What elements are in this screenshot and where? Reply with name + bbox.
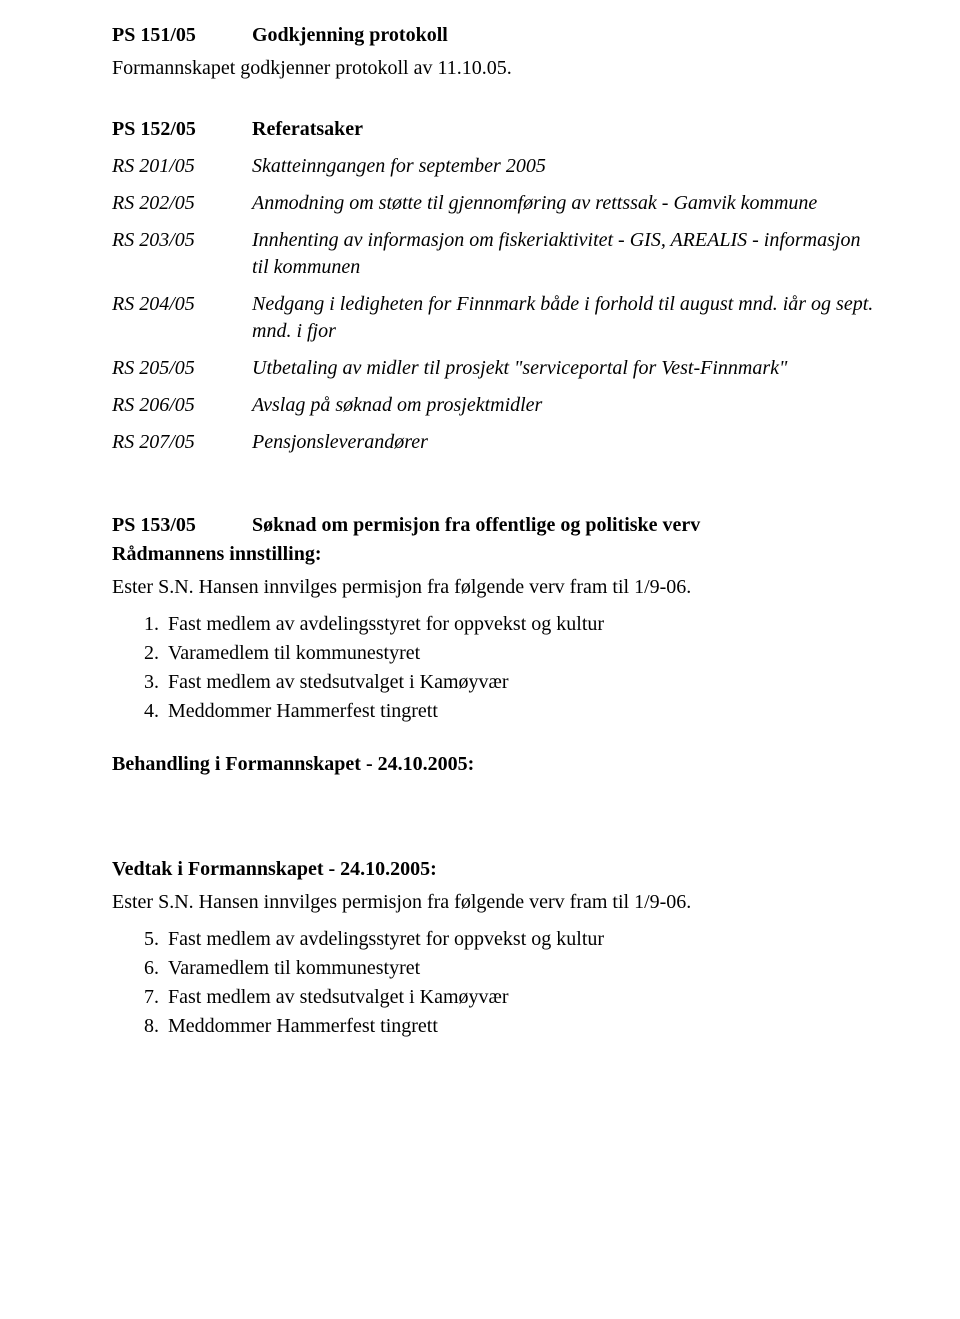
numbered-list: Fast medlem av avdelingsstyret for oppve… <box>112 611 882 725</box>
section-151-header: PS 151/05 Godkjenning protokoll <box>112 22 882 49</box>
reference-code: RS 203/05 <box>112 227 252 281</box>
reference-row: RS 203/05 Innhenting av informasjon om f… <box>112 227 882 281</box>
reference-row: RS 201/05 Skatteinngangen for september … <box>112 153 882 180</box>
list-item: Fast medlem av stedsutvalget i Kamøyvær <box>164 984 882 1011</box>
reference-row: RS 207/05 Pensjonsleverandører <box>112 429 882 456</box>
section-title: Søknad om permisjon fra offentlige og po… <box>252 512 700 539</box>
list-item: Meddommer Hammerfest tingrett <box>164 698 882 725</box>
section-title: Referatsaker <box>252 116 363 143</box>
section-title: Godkjenning protokoll <box>252 22 448 49</box>
list-item: Varamedlem til kommunestyret <box>164 640 882 667</box>
reference-code: RS 207/05 <box>112 429 252 456</box>
list-item: Fast medlem av avdelingsstyret for oppve… <box>164 926 882 953</box>
section-151-body: Formannskapet godkjenner protokoll av 11… <box>112 55 882 82</box>
subheading-behandling: Behandling i Formannskapet - 24.10.2005: <box>112 751 882 778</box>
reference-text: Anmodning om støtte til gjennomføring av… <box>252 190 882 217</box>
reference-text: Innhenting av informasjon om fiskeriakti… <box>252 227 882 281</box>
section-code: PS 152/05 <box>112 116 252 143</box>
reference-row: RS 206/05 Avslag på søknad om prosjektmi… <box>112 392 882 419</box>
section-code: PS 151/05 <box>112 22 252 49</box>
paragraph: Ester S.N. Hansen innvilges permisjon fr… <box>112 574 882 601</box>
section-153-header: PS 153/05 Søknad om permisjon fra offent… <box>112 512 882 539</box>
reference-code: RS 204/05 <box>112 291 252 345</box>
paragraph: Ester S.N. Hansen innvilges permisjon fr… <box>112 889 882 916</box>
reference-row: RS 205/05 Utbetaling av midler til prosj… <box>112 355 882 382</box>
reference-code: RS 205/05 <box>112 355 252 382</box>
reference-text: Skatteinngangen for september 2005 <box>252 153 882 180</box>
numbered-list: Fast medlem av avdelingsstyret for oppve… <box>112 926 882 1040</box>
list-item: Fast medlem av avdelingsstyret for oppve… <box>164 611 882 638</box>
reference-text: Nedgang i ledigheten for Finnmark både i… <box>252 291 882 345</box>
reference-text: Avslag på søknad om prosjektmidler <box>252 392 882 419</box>
subheading-vedtak: Vedtak i Formannskapet - 24.10.2005: <box>112 856 882 883</box>
section-152-header: PS 152/05 Referatsaker <box>112 116 882 143</box>
subheading-innstilling: Rådmannens innstilling: <box>112 541 882 568</box>
reference-code: RS 202/05 <box>112 190 252 217</box>
reference-code: RS 206/05 <box>112 392 252 419</box>
list-item: Fast medlem av stedsutvalget i Kamøyvær <box>164 669 882 696</box>
reference-row: RS 204/05 Nedgang i ledigheten for Finnm… <box>112 291 882 345</box>
reference-text: Pensjonsleverandører <box>252 429 882 456</box>
reference-text: Utbetaling av midler til prosjekt "servi… <box>252 355 882 382</box>
list-item: Meddommer Hammerfest tingrett <box>164 1013 882 1040</box>
list-item: Varamedlem til kommunestyret <box>164 955 882 982</box>
reference-row: RS 202/05 Anmodning om støtte til gjenno… <box>112 190 882 217</box>
section-code: PS 153/05 <box>112 512 252 539</box>
reference-code: RS 201/05 <box>112 153 252 180</box>
